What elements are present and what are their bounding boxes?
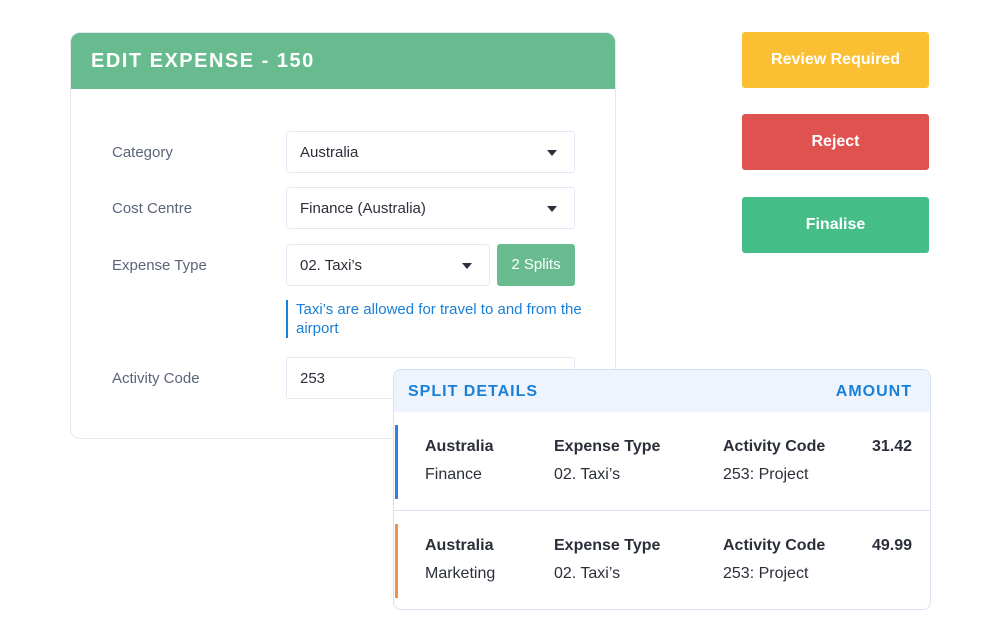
- expense-type-value: 02. Taxi’s: [300, 257, 362, 274]
- category-label: Category: [112, 144, 173, 161]
- activity-code-label: Activity Code: [112, 370, 200, 387]
- split-details-title: SPLIT DETAILS: [408, 383, 539, 400]
- finalise-button[interactable]: Finalise: [742, 197, 929, 253]
- split-code-label: Activity Code: [723, 537, 826, 554]
- split-amount: 31.42: [871, 438, 912, 455]
- split-code: 253: Project: [723, 466, 809, 483]
- split-row[interactable]: Australia Marketing Expense Type 02. Tax…: [394, 511, 930, 609]
- split-category: Australia: [425, 438, 494, 455]
- activity-code-value: 253: [300, 370, 326, 387]
- split-type: 02. Taxi’s: [554, 466, 621, 483]
- split-amount: 49.99: [871, 537, 912, 554]
- reject-button[interactable]: Reject: [742, 114, 929, 170]
- split-cost-centre: Finance: [425, 466, 482, 483]
- expense-type-select[interactable]: 02. Taxi’s: [286, 244, 490, 286]
- edit-expense-card: EDIT EXPENSE - 150 Category Australia Co…: [70, 32, 616, 439]
- split-type-label: Expense Type: [554, 438, 661, 455]
- card-title: EDIT EXPENSE - 150: [71, 33, 615, 89]
- split-code: 253: Project: [723, 565, 809, 582]
- review-required-button[interactable]: Review Required: [742, 32, 929, 88]
- split-code-label: Activity Code: [723, 438, 826, 455]
- expense-type-hint: Taxi’s are allowed for travel to and fro…: [286, 300, 586, 338]
- split-type-label: Expense Type: [554, 537, 661, 554]
- amount-header: AMOUNT: [835, 383, 912, 400]
- caret-down-icon: [547, 206, 557, 212]
- split-color-bar: [395, 524, 398, 598]
- category-select[interactable]: Australia: [286, 131, 575, 173]
- split-type: 02. Taxi’s: [554, 565, 621, 582]
- split-details-panel: SPLIT DETAILS AMOUNT Australia Finance Ex…: [393, 369, 931, 610]
- cost-centre-select[interactable]: Finance (Australia): [286, 187, 575, 229]
- split-cost-centre: Marketing: [425, 565, 496, 582]
- split-row[interactable]: Australia Finance Expense Type 02. Taxi’…: [394, 412, 930, 511]
- expense-type-label: Expense Type: [112, 257, 207, 274]
- cost-centre-value: Finance (Australia): [300, 200, 426, 217]
- splits-button[interactable]: 2 Splits: [497, 244, 575, 286]
- category-value: Australia: [300, 144, 359, 161]
- split-category: Australia: [425, 537, 494, 554]
- caret-down-icon: [547, 150, 557, 156]
- caret-down-icon: [462, 263, 472, 269]
- split-color-bar: [395, 425, 398, 499]
- cost-centre-label: Cost Centre: [112, 200, 193, 217]
